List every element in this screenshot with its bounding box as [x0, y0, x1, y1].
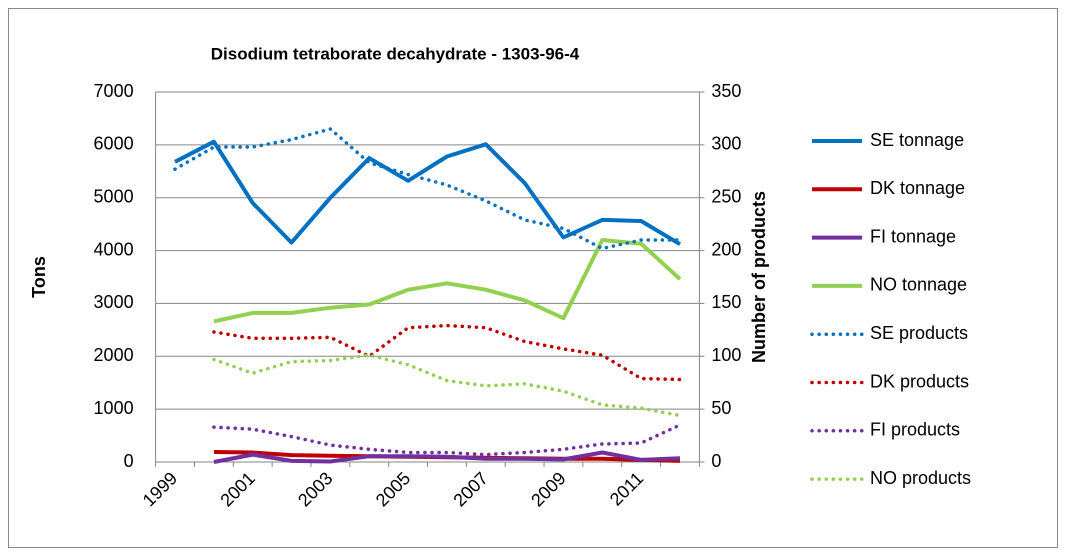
- legend-label: FI tonnage: [870, 226, 956, 246]
- y2-tick-label: 350: [711, 81, 741, 101]
- y2-tick-label: 150: [711, 292, 741, 312]
- y-tick-label: 0: [124, 451, 134, 471]
- y-tick-label: 2000: [94, 345, 134, 365]
- y-tick-label: 3000: [94, 292, 134, 312]
- y2-tick-label: 300: [711, 134, 741, 154]
- y-tick-label: 4000: [94, 239, 134, 259]
- legend-label: SE products: [870, 323, 968, 343]
- y-tick-label: 6000: [94, 134, 134, 154]
- chart-title: Disodium tetraborate decahydrate - 1303-…: [211, 44, 580, 63]
- series-line: [212, 323, 682, 382]
- y-axis-title: Tons: [29, 256, 49, 298]
- y2-tick-label: 200: [711, 239, 741, 259]
- y2-tick-label: 0: [711, 451, 721, 471]
- legend-label: NO tonnage: [870, 275, 967, 295]
- series-line: [174, 139, 682, 246]
- series-line: [173, 127, 682, 251]
- legend-label: SE tonnage: [870, 130, 964, 150]
- y2-axis-title: Number of products: [749, 191, 769, 363]
- legend-label: NO products: [870, 468, 971, 488]
- y-tick-label: 1000: [94, 398, 134, 418]
- legend-label: DK products: [870, 371, 969, 391]
- legend-label: FI products: [870, 420, 960, 440]
- y-tick-label: 7000: [94, 81, 134, 101]
- series-line: [212, 423, 682, 457]
- series-line: [212, 353, 682, 418]
- legend-label: DK tonnage: [870, 178, 965, 198]
- y2-tick-label: 250: [711, 186, 741, 206]
- series-line: [213, 238, 682, 324]
- y2-tick-label: 100: [711, 345, 741, 365]
- y2-tick-label: 50: [711, 398, 731, 418]
- series-line: [213, 450, 681, 464]
- y-tick-label: 5000: [94, 186, 134, 206]
